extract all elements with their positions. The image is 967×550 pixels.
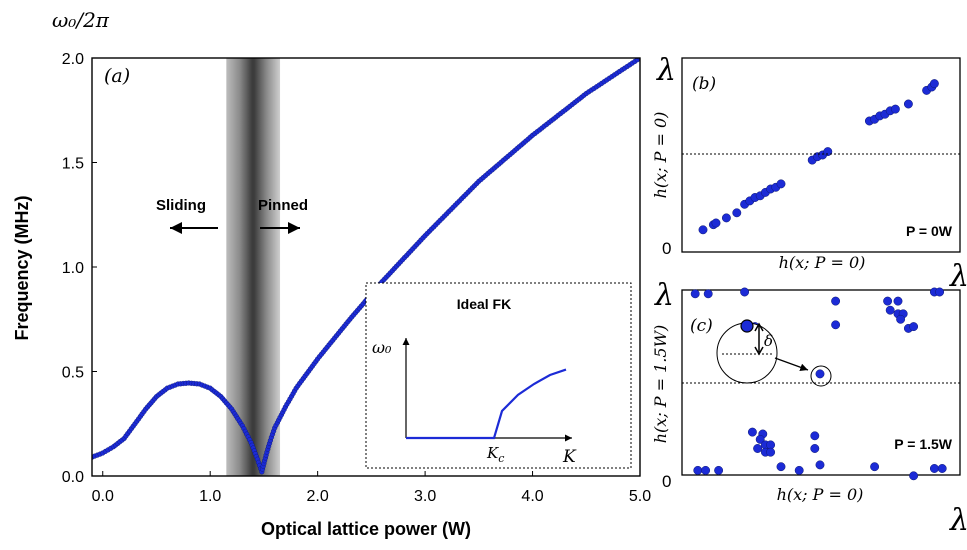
data-point xyxy=(776,462,786,472)
data-point xyxy=(703,289,713,299)
data-point xyxy=(698,225,708,235)
data-point xyxy=(721,213,731,223)
x-axis-label: Optical lattice power (W) xyxy=(261,519,471,539)
data-point xyxy=(831,320,841,330)
x-tick-label: 1.0 xyxy=(199,488,221,505)
data-point xyxy=(740,287,750,297)
y-tick-label: 2.0 xyxy=(62,51,84,68)
panel-label-c: (c) xyxy=(690,316,713,336)
x-tick-label: 0.0 xyxy=(92,488,114,505)
panel-label-a: (a) xyxy=(104,65,130,87)
data-point xyxy=(937,464,947,473)
frequency-curve xyxy=(92,58,640,475)
x-tick-label: 5.0 xyxy=(629,488,651,505)
data-point xyxy=(831,296,841,306)
x-tick-label: 4.0 xyxy=(521,488,543,505)
data-point xyxy=(929,79,939,89)
zero-tick-b: 0 xyxy=(662,239,671,258)
delta-label: δ xyxy=(764,332,773,350)
power-label-c: P = 1.5W xyxy=(894,436,953,452)
data-point xyxy=(815,460,825,470)
panel-a: 0.0 1.0 2.0 3.0 4.0 5.0 0.0 0.5 1.0 1.5 2.0 (a) ω₀… xyxy=(12,8,651,539)
data-point xyxy=(714,465,724,475)
transition-band xyxy=(226,58,281,476)
inset-y-label: ω₀ xyxy=(372,338,392,357)
data-point xyxy=(776,179,786,189)
data-point xyxy=(870,462,880,472)
data-point xyxy=(929,464,939,473)
axis-ticks-a: 0.0 1.0 2.0 3.0 4.0 5.0 0.0 0.5 1.0 1.5 2.0 xyxy=(62,51,651,505)
inset-x-label: K xyxy=(562,447,577,467)
y-axis-label-c: h(x; P = 1.5W) xyxy=(651,325,670,444)
y-tick-label: 0.0 xyxy=(62,469,84,486)
data-point xyxy=(909,471,919,481)
data-point xyxy=(755,434,765,444)
panel-c: (c) λ 0 h(x; P = 1.5W) h(x; P = 0) λ P =… xyxy=(651,278,967,538)
data-point xyxy=(909,322,919,332)
data-point xyxy=(890,104,900,114)
zoom-arrow xyxy=(774,357,809,371)
plot-frame-b xyxy=(681,57,961,253)
inset-curve xyxy=(406,368,567,440)
y-axis-label-b: h(x; P = 0) xyxy=(651,112,670,199)
points-b xyxy=(698,79,939,235)
x-axis-label-b: h(x; P = 0) xyxy=(779,253,866,272)
data-point xyxy=(903,99,913,109)
lambda-right-c: λ xyxy=(949,503,967,538)
data-point xyxy=(810,431,820,441)
data-point xyxy=(893,296,903,306)
data-point xyxy=(896,314,906,324)
x-axis-label-c: h(x; P = 0) xyxy=(777,485,864,504)
y-tick-label: 0.5 xyxy=(62,365,84,382)
panel-label-b: (b) xyxy=(692,74,716,94)
data-point xyxy=(747,427,757,437)
data-point xyxy=(701,465,711,475)
inset-ideal-fk: Ideal FK ω₀ K Kc xyxy=(365,282,632,469)
points-c xyxy=(690,287,947,481)
data-point xyxy=(753,444,763,453)
y-axis-top-label: ω₀/2π xyxy=(52,8,110,32)
lambda-top-c: λ xyxy=(654,278,674,313)
y-tick-label: 1.5 xyxy=(62,156,84,173)
sliding-label: Sliding xyxy=(156,197,206,214)
delta-arrow-head-up xyxy=(754,322,764,332)
data-point xyxy=(885,305,895,315)
delta-arrow-head-down xyxy=(754,346,764,356)
data-point xyxy=(823,147,833,157)
pinned-label: Pinned xyxy=(258,197,308,214)
lambda-right-b: λ xyxy=(949,259,967,294)
data-point xyxy=(810,444,820,453)
y-tick-label: 1.0 xyxy=(62,260,84,277)
data-point xyxy=(693,465,703,475)
data-point xyxy=(732,208,742,218)
small-circle xyxy=(810,365,832,387)
power-label-b: P = 0W xyxy=(906,223,953,239)
y-axis-label: Frequency (MHz) xyxy=(12,195,32,340)
data-point xyxy=(794,465,804,475)
data-point xyxy=(883,296,893,306)
lambda-top-b: λ xyxy=(656,53,676,88)
data-point xyxy=(690,289,700,299)
data-point xyxy=(815,369,825,379)
panel-b: (b) λ 0 h(x; P = 0) h(x; P = 0) λ P = 0W xyxy=(651,53,967,294)
inset-title: Ideal FK xyxy=(457,296,511,312)
data-point xyxy=(766,447,776,457)
x-tick-label: 3.0 xyxy=(414,488,436,505)
zoom-point xyxy=(740,319,754,333)
data-point xyxy=(711,218,721,228)
zero-tick-c: 0 xyxy=(662,472,671,491)
x-tick-label: 2.0 xyxy=(307,488,329,505)
data-point xyxy=(935,287,945,297)
